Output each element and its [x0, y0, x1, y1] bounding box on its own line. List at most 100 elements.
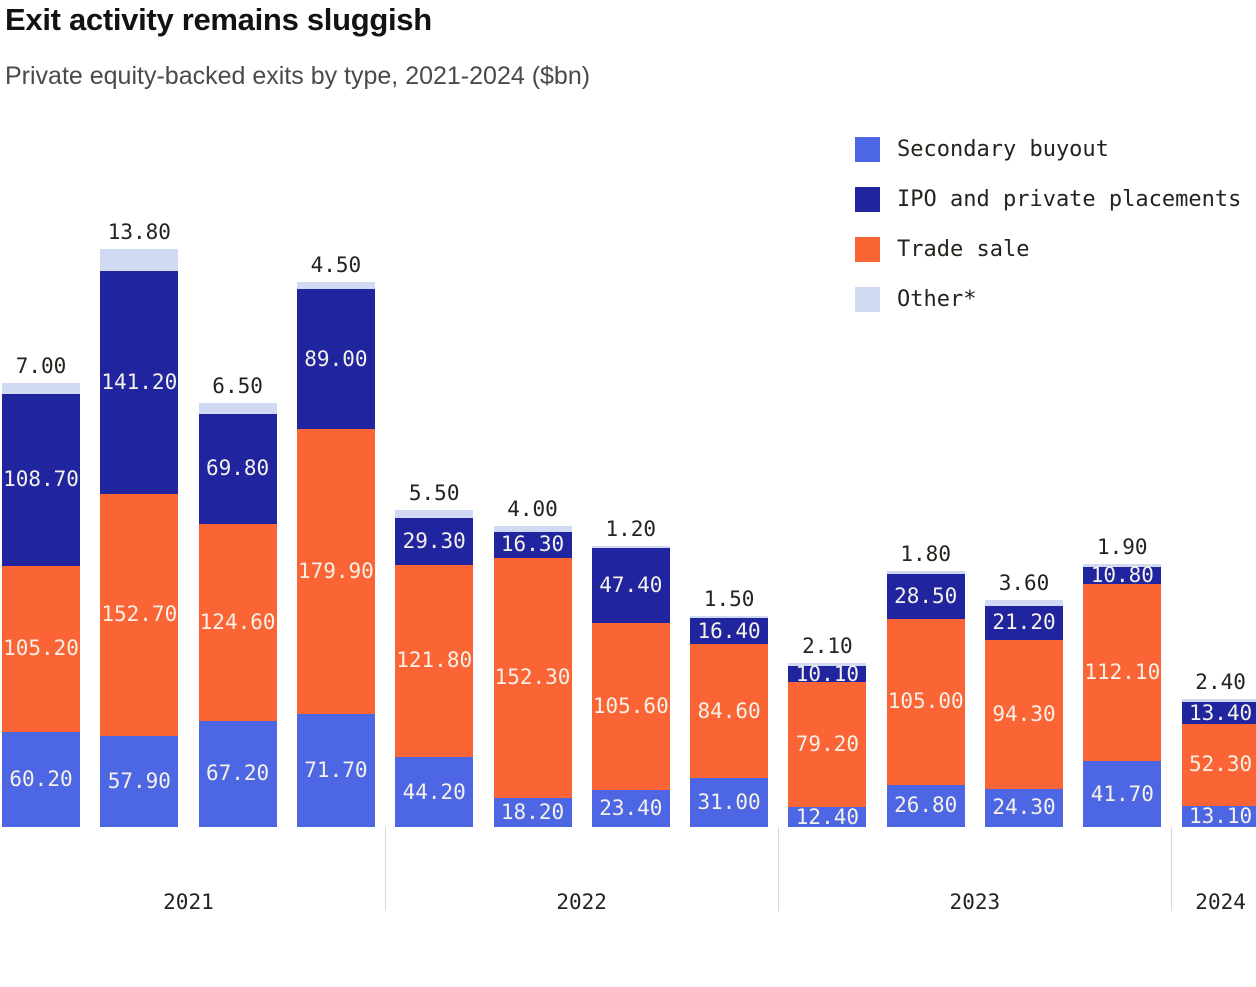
legend: Secondary buyout IPO and private placemen… [855, 137, 1241, 337]
segment-value-label: 57.90 [107, 768, 171, 793]
segment-ipo-and-private-placements: 28.50 [886, 573, 965, 619]
chart-subtitle: Private equity-backed exits by type, 202… [5, 62, 591, 90]
year-divider [1171, 827, 1173, 911]
segment-other [198, 403, 277, 414]
segment-ipo-and-private-placements: 10.10 [788, 661, 867, 686]
segment-trade-sale: 152.70 [100, 494, 179, 736]
bar-2023-3: 3.60 21.20 94.30 24.30 [985, 571, 1063, 827]
segment-other [690, 616, 769, 619]
axis-label-2022: 2022 [556, 890, 607, 914]
segment-other [1181, 698, 1256, 703]
segment-ipo-and-private-placements: 16.40 [690, 618, 769, 645]
other-value-label: 7.00 [15, 353, 67, 378]
segment-ipo-and-private-placements: 21.20 [985, 606, 1063, 640]
segment-trade-sale: 94.30 [985, 639, 1063, 789]
other-value-label: 2.40 [1195, 669, 1246, 694]
segment-value-label: 26.80 [894, 793, 958, 818]
segment-value-label: 28.50 [894, 583, 958, 608]
legend-swatch [855, 237, 880, 262]
segment-trade-sale: 124.60 [198, 523, 277, 721]
segment-value-label: 124.60 [199, 609, 276, 634]
segment-value-label: 141.20 [101, 370, 178, 395]
legend-item-label: Secondary buyout [897, 137, 1109, 162]
other-value-label: 1.80 [900, 541, 951, 566]
segment-ipo-and-private-placements: 69.80 [198, 413, 277, 524]
segment-secondary-buyout: 24.30 [985, 788, 1063, 827]
segment-other [2, 382, 80, 394]
axis-label-2021: 2021 [163, 890, 214, 914]
bar-2023-2: 1.80 28.50 105.00 26.80 [886, 542, 965, 827]
segment-value-label: 71.70 [304, 757, 368, 782]
segment-ipo-and-private-placements: 89.00 [296, 288, 375, 430]
year-divider [778, 827, 780, 911]
segment-value-label: 10.80 [1090, 562, 1154, 587]
segment-value-label: 16.40 [697, 618, 761, 643]
segment-ipo-and-private-placements: 16.30 [493, 531, 572, 558]
segment-value-label: 94.30 [992, 701, 1056, 726]
segment-trade-sale: 121.80 [395, 564, 474, 758]
segment-value-label: 108.70 [3, 467, 79, 492]
year-divider [385, 827, 387, 911]
bar-2022-2: 4.00 16.30 152.30 18.20 [493, 497, 572, 827]
segment-value-label: 152.70 [101, 602, 178, 627]
legend-item-label: Trade sale [897, 237, 1030, 262]
segment-other [296, 281, 375, 289]
segment-ipo-and-private-placements: 13.40 [1181, 702, 1256, 724]
segment-value-label: 79.20 [795, 732, 859, 757]
segment-value-label: 52.30 [1188, 752, 1253, 777]
segment-ipo-and-private-placements: 47.40 [591, 548, 670, 624]
segment-trade-sale: 112.10 [1083, 583, 1162, 762]
segment-value-label: 21.20 [992, 610, 1056, 635]
segment-secondary-buyout: 23.40 [591, 790, 670, 827]
legend-item-label: IPO and private placements [897, 187, 1242, 212]
segment-other [788, 662, 867, 667]
segment-ipo-and-private-placements: 29.30 [395, 518, 474, 565]
bar-2021-3: 6.50 69.80 124.60 67.20 [198, 374, 277, 827]
legend-item-label: Other* [897, 287, 977, 312]
segment-value-label: 23.40 [599, 796, 663, 820]
segment-trade-sale: 52.30 [1181, 723, 1256, 807]
other-value-label: 1.50 [703, 587, 755, 612]
segment-other [591, 546, 670, 549]
segment-value-label: 105.20 [3, 636, 79, 661]
segment-secondary-buyout: 13.10 [1181, 804, 1256, 829]
segment-trade-sale: 179.90 [296, 429, 375, 714]
bar-2024-1: 2.40 13.40 52.30 13.10 [1181, 670, 1256, 829]
segment-trade-sale: 79.20 [788, 682, 867, 808]
legend-swatch [855, 287, 880, 312]
segment-secondary-buyout: 12.40 [788, 806, 867, 827]
legend-item-secondary-buyout: Secondary buyout [855, 137, 1241, 162]
segment-value-label: 31.00 [697, 789, 761, 814]
segment-other [985, 600, 1063, 607]
segment-secondary-buyout: 57.90 [100, 735, 179, 827]
segment-value-label: 44.20 [402, 779, 466, 804]
legend-swatch [855, 187, 880, 212]
segment-secondary-buyout: 44.20 [395, 757, 474, 827]
chart-title: Exit activity remains sluggish [5, 2, 432, 37]
segment-value-label: 24.30 [992, 795, 1056, 820]
segment-trade-sale: 105.20 [2, 565, 80, 732]
axis-label-2024: 2024 [1195, 890, 1246, 914]
segment-ipo-and-private-placements: 108.70 [2, 393, 80, 566]
legend-item-ipo-and-private-placements: IPO and private placements [855, 187, 1241, 212]
bar-2021-1: 7.00 108.70 105.20 60.20 [2, 354, 80, 827]
segment-value-label: 105.60 [592, 694, 669, 719]
segment-other [1083, 563, 1162, 567]
bar-2021-4: 4.50 89.00 179.90 71.70 [296, 253, 375, 827]
segment-value-label: 10.10 [795, 661, 859, 686]
other-value-label: 4.50 [310, 252, 362, 277]
other-value-label: 4.00 [507, 496, 558, 521]
segment-value-label: 84.60 [697, 698, 761, 723]
segment-trade-sale: 84.60 [690, 644, 769, 778]
segment-secondary-buyout: 31.00 [690, 777, 769, 827]
segment-trade-sale: 105.60 [591, 623, 670, 791]
bar-2022-1: 5.50 29.30 121.80 44.20 [395, 481, 474, 827]
segment-trade-sale: 152.30 [493, 557, 572, 799]
other-value-label: 13.80 [107, 220, 171, 245]
segment-value-label: 13.10 [1188, 804, 1253, 829]
bar-2023-1: 2.10 10.10 79.20 12.40 [788, 634, 867, 827]
bar-2022-3: 1.20 47.40 105.60 23.40 [591, 517, 670, 827]
segment-value-label: 47.40 [599, 573, 663, 598]
